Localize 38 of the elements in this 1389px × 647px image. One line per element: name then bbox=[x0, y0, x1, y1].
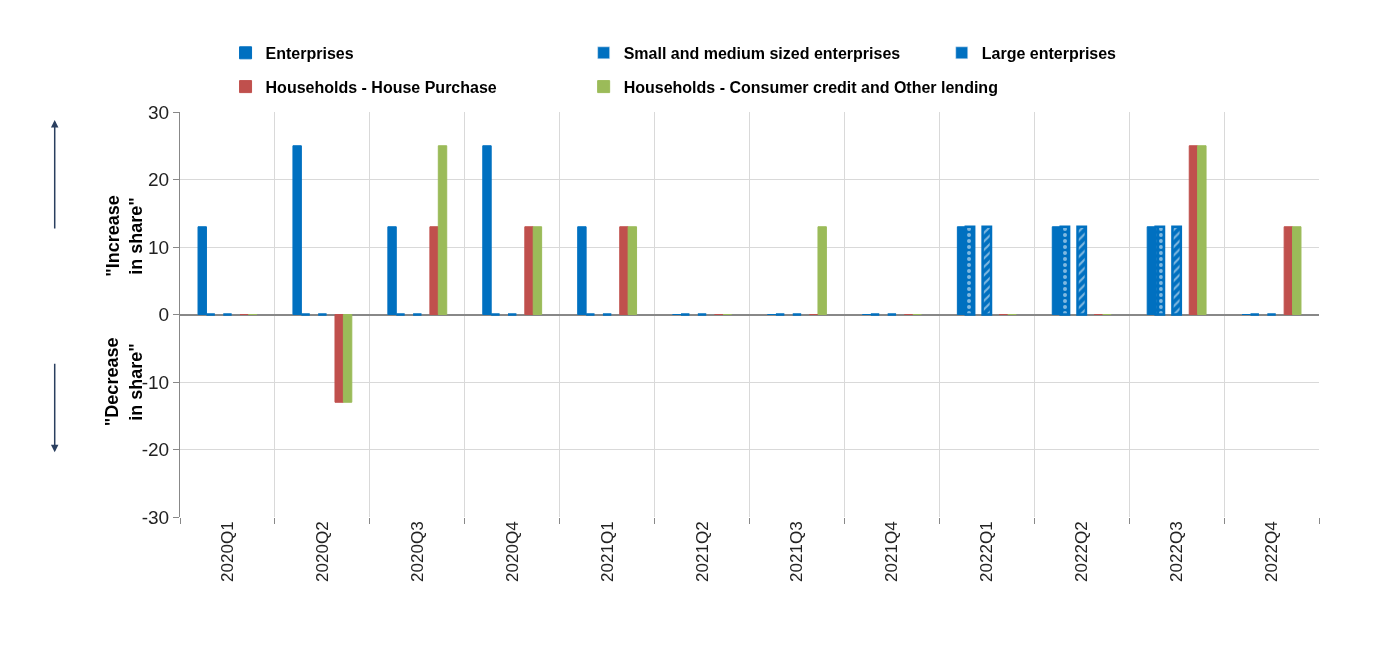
text: "Increase in share" bbox=[102, 195, 147, 277]
x-tick-label: 2022Q1 bbox=[977, 521, 997, 582]
x-tick-label: 2022Q4 bbox=[1262, 521, 1282, 582]
x-tick-label: 2020Q2 bbox=[312, 521, 332, 582]
y-tick-label: -10 bbox=[141, 371, 170, 393]
y-tick-label: -30 bbox=[141, 506, 170, 528]
bar bbox=[342, 314, 353, 403]
x-tick-label: 2022Q2 bbox=[1072, 521, 1092, 582]
y-tick-label: 10 bbox=[148, 236, 170, 258]
bar bbox=[429, 226, 439, 315]
x-tick-label: 2021Q3 bbox=[787, 521, 807, 582]
x-tick-label: 2020Q1 bbox=[217, 521, 237, 582]
bar bbox=[532, 226, 543, 315]
x-tick-label: 2021Q2 bbox=[692, 521, 712, 582]
bar bbox=[1171, 225, 1183, 316]
bar bbox=[981, 225, 993, 316]
x-tick-label: 2022Q3 bbox=[1167, 521, 1187, 582]
legend-label: Households - House Purchase bbox=[265, 78, 497, 96]
bar bbox=[1076, 225, 1088, 316]
y-tick-label: 20 bbox=[148, 169, 170, 191]
x-tick-label: 2020Q4 bbox=[502, 521, 522, 582]
legend-label: Small and medium sized enterprises bbox=[623, 45, 901, 63]
x-tick-label: 2021Q4 bbox=[882, 521, 902, 582]
y-tick-label: -20 bbox=[141, 439, 170, 461]
y-tick-label: 0 bbox=[158, 304, 170, 326]
y-tick-label: 30 bbox=[148, 101, 170, 123]
bar bbox=[1292, 226, 1302, 315]
bar bbox=[437, 145, 448, 315]
bar bbox=[334, 314, 344, 403]
legend-label: Large enterprises bbox=[981, 45, 1117, 63]
x-tick-label: 2021Q1 bbox=[597, 521, 617, 582]
bar bbox=[627, 226, 638, 315]
legend-label: Households - Consumer credit and Other lending bbox=[623, 78, 998, 96]
bar bbox=[817, 226, 827, 315]
x-tick-label: 2020Q3 bbox=[407, 521, 427, 582]
legend-label: Enterprises bbox=[265, 45, 354, 63]
bar bbox=[1197, 145, 1207, 315]
bar bbox=[524, 226, 534, 315]
